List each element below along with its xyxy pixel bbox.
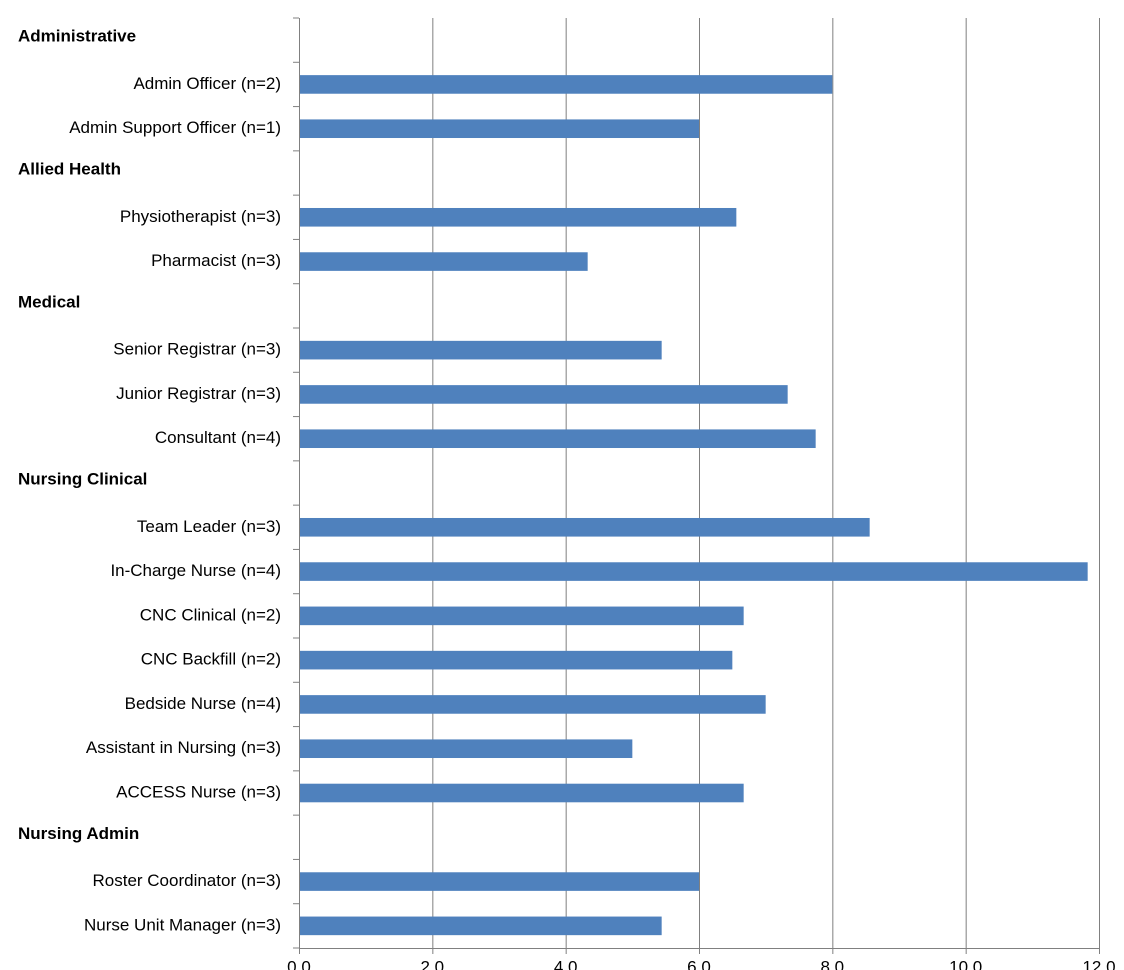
bar — [300, 75, 833, 94]
category-label: Senior Registrar (n=3) — [113, 340, 281, 359]
x-tick-label: 6.0 — [687, 957, 711, 970]
category-label: Junior Registrar (n=3) — [116, 384, 281, 403]
bar — [300, 340, 662, 360]
bar — [300, 207, 737, 227]
x-tick-label: 0.0 — [287, 957, 311, 970]
bar — [300, 517, 870, 537]
category-label: Pharmacist (n=3) — [151, 251, 281, 270]
category-label: In-Charge Nurse (n=4) — [110, 561, 281, 580]
category-label: Consultant (n=4) — [155, 428, 281, 447]
group-label: Allied Health — [18, 159, 121, 178]
bar — [300, 872, 699, 891]
category-label: CNC Backfill (n=2) — [141, 650, 281, 669]
bar — [300, 739, 633, 759]
category-label: Bedside Nurse (n=4) — [125, 694, 281, 713]
category-label: Team Leader (n=3) — [137, 517, 281, 536]
category-label: Admin Support Officer (n=1) — [69, 118, 281, 137]
x-tick-label: 10.0 — [949, 957, 982, 970]
group-label: Medical — [18, 292, 80, 311]
category-label: Admin Officer (n=2) — [133, 74, 281, 93]
bar — [300, 252, 588, 271]
x-tick-label: 12.0 — [1082, 957, 1115, 970]
category-label: Roster Coordinator (n=3) — [92, 871, 281, 890]
bar — [300, 783, 744, 803]
bar — [300, 385, 788, 404]
bar — [300, 562, 1088, 581]
category-label: ACCESS Nurse (n=3) — [116, 782, 281, 801]
bar — [300, 916, 662, 936]
category-label: CNC Clinical (n=2) — [140, 605, 281, 624]
category-label: Nurse Unit Manager (n=3) — [84, 915, 281, 934]
x-tick-label: 4.0 — [554, 957, 578, 970]
bar — [300, 119, 699, 139]
bar — [300, 429, 816, 449]
bar — [300, 695, 766, 714]
group-label: Nursing Admin — [18, 824, 139, 843]
group-label: Administrative — [18, 27, 136, 46]
category-label: Assistant in Nursing (n=3) — [86, 738, 281, 757]
category-label: Physiotherapist (n=3) — [120, 207, 281, 226]
bar — [300, 650, 733, 670]
bar — [300, 606, 744, 626]
x-tick-label: 2.0 — [421, 957, 445, 970]
x-tick-label: 8.0 — [821, 957, 845, 970]
group-label: Nursing Clinical — [18, 469, 147, 488]
